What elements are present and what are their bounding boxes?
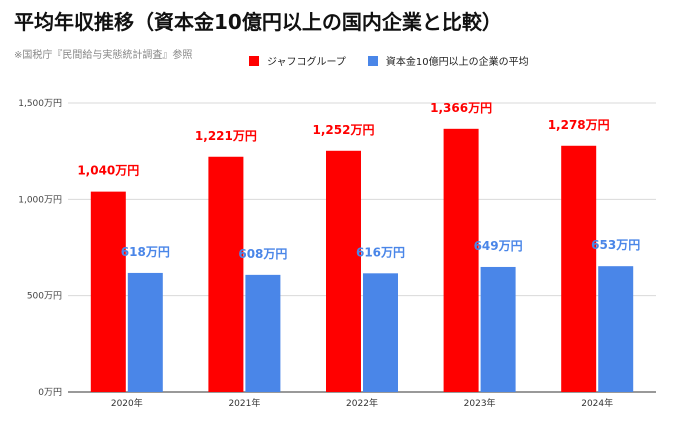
data-label-jafco: 1,366万円	[430, 101, 492, 115]
legend-swatch-average	[367, 55, 378, 66]
x-tick-label: 2023年	[464, 397, 496, 409]
y-tick-label: 0万円	[38, 387, 62, 398]
data-label-jafco: 1,278万円	[548, 118, 610, 132]
data-label-average: 608万円	[238, 247, 287, 261]
legend-label-jafco: ジャフコグループ	[267, 57, 346, 68]
x-tick-label: 2020年	[111, 397, 143, 409]
bar-jafco	[443, 128, 479, 393]
bar-average	[480, 266, 516, 392]
bar-jafco	[90, 191, 126, 392]
x-tick-label: 2021年	[228, 397, 260, 409]
bar-average	[598, 266, 634, 392]
legend-item-average: 資本金10億円以上の企業の平均	[367, 53, 529, 68]
bar-jafco	[326, 150, 361, 392]
bar-average	[363, 273, 398, 392]
data-label-jafco: 1,252万円	[313, 123, 375, 137]
data-label-average: 653万円	[591, 238, 640, 252]
x-tick-label: 2022年	[346, 397, 378, 409]
data-label-average: 649万円	[474, 239, 523, 253]
data-label-average: 616万円	[356, 245, 405, 259]
data-label-jafco: 1,221万円	[195, 129, 257, 143]
chart-title: 平均年収推移（資本金10億円以上の国内企業と比較）	[14, 10, 502, 34]
bar-average	[127, 272, 163, 392]
x-tick-label: 2024年	[581, 397, 613, 409]
y-tick-label: 1,000万円	[18, 194, 62, 205]
y-tick-label: 500万円	[27, 291, 62, 302]
bar-jafco	[561, 145, 597, 392]
legend-label-average: 資本金10億円以上の企業の平均	[385, 57, 529, 68]
legend-swatch-jafco	[249, 55, 259, 66]
data-label-jafco: 1,040万円	[77, 164, 139, 178]
bar-average	[245, 274, 281, 392]
bar-jafco	[208, 156, 244, 392]
y-tick-label: 1,500万円	[18, 98, 62, 109]
source-note: ※国税庁『民間給与実態統計調査』参照	[14, 50, 193, 61]
legend-item-jafco: ジャフコグループ	[249, 53, 346, 68]
chart-legend: ジャフコグループ 資本金10億円以上の企業の平均	[249, 53, 551, 68]
data-label-average: 618万円	[121, 245, 170, 259]
